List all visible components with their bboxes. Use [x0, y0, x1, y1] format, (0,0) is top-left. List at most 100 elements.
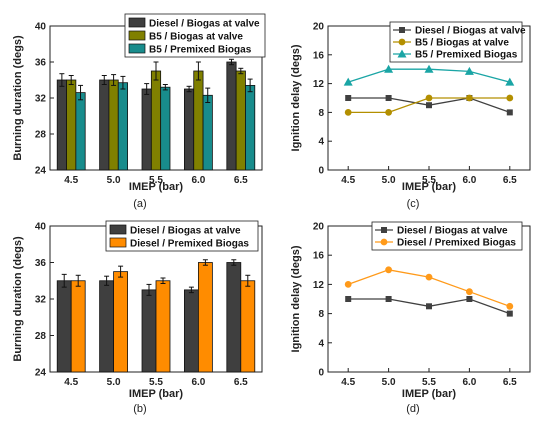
x-tick-label: 6.5 — [234, 175, 248, 186]
point-d-s1-2 — [425, 273, 433, 281]
legend-label: B5 / Premixed Biogas — [149, 45, 252, 56]
legend-label: B5 / Biogas at valve — [415, 38, 509, 49]
x-tick-label: 6.0 — [191, 377, 205, 388]
point-d-s1-0 — [344, 281, 352, 288]
chart-panel-a: 24 28 32 36 40 4.5 5.0 5.5 6.0 6.5 IMEP (bar) Burni… — [12, 13, 266, 210]
bar-a-s2-4 — [245, 85, 256, 171]
bar-a-s2-2 — [160, 86, 171, 171]
point-c-s2-3 — [464, 66, 474, 75]
legend-box — [124, 13, 266, 58]
point-c-s1-0 — [344, 109, 352, 116]
y-tick-label: 8 — [318, 309, 324, 320]
point-d-s0-1 — [385, 296, 392, 302]
legend-label: B5 / Biogas at valve — [149, 32, 243, 43]
legend-label: Diesel / Biogas at valve — [397, 226, 508, 237]
point-d-s0-3 — [466, 296, 473, 302]
x-tick-label: 5.0 — [107, 175, 121, 186]
bar-a-s1-2 — [150, 70, 162, 171]
x-axis-label: IMEP (bar) — [129, 388, 184, 400]
x-tick-label: 5.5 — [422, 175, 436, 186]
bar-b-s0-2 — [141, 289, 157, 373]
y-tick-label: 32 — [35, 295, 47, 306]
panel-label: (b) — [133, 403, 146, 415]
point-c-s0-4 — [506, 109, 513, 116]
x-tick-label: 5.0 — [382, 377, 396, 388]
y-tick-label: 0 — [318, 368, 324, 379]
legend-label: Diesel / Biogas at valve — [130, 226, 241, 237]
legend-box — [389, 21, 523, 63]
bar-a-s0-0 — [56, 79, 67, 171]
y-tick-label: 0 — [318, 166, 324, 177]
point-c-s0-2 — [426, 102, 432, 109]
bar-b-s1-4 — [240, 280, 256, 373]
bar-a-s2-1 — [117, 82, 128, 171]
x-tick-label: 6.5 — [503, 377, 517, 388]
legend-swatch — [128, 43, 146, 54]
point-c-s2-0 — [343, 77, 353, 86]
legend-box — [371, 221, 523, 251]
x-tick-label: 4.5 — [341, 377, 355, 388]
x-tick-label: 6.0 — [191, 175, 205, 186]
y-tick-label: 20 — [313, 222, 325, 233]
bar-a-s0-1 — [99, 79, 110, 171]
x-tick-label: 4.5 — [64, 175, 78, 186]
y-tick-label: 32 — [35, 94, 47, 105]
y-tick-label: 20 — [313, 22, 325, 33]
chart-panel-c: 0 4 8 12 16 20 4.5 5.0 5.5 6.0 6.5 IMEP (bar) Igniti… — [290, 21, 531, 210]
bar-a-s1-1 — [108, 79, 119, 171]
point-c-s1-2 — [425, 94, 433, 102]
y-axis-label: Ignition delay (degs) — [290, 245, 302, 352]
point-c-s1-4 — [506, 94, 514, 102]
y-tick-label: 8 — [318, 108, 324, 119]
point-c-s2-4 — [505, 77, 515, 86]
chart-panel-b: 24 28 32 36 40 4.5 5.0 5.5 6.0 6.5 IMEP (bar) Burni… — [12, 220, 263, 415]
y-axis-label: Ignition delay (degs) — [290, 44, 302, 151]
legend-label: Diesel / Biogas at valve — [149, 19, 260, 30]
legend-marker — [399, 27, 405, 33]
y-axis-label: Burning duration (degs) — [12, 35, 24, 161]
legend-marker — [380, 238, 388, 246]
legend-swatch — [128, 17, 146, 28]
legend-label: B5 / Premixed Biogas — [415, 50, 518, 61]
x-tick-label: 4.5 — [341, 175, 355, 186]
bar-a-s0-4 — [226, 61, 237, 171]
legend-swatch — [109, 237, 127, 248]
legend-label: Diesel / Premixed Biogas — [130, 239, 249, 250]
panel-label: (c) — [407, 198, 420, 210]
point-d-s0-4 — [506, 310, 513, 317]
bar-a-s1-0 — [66, 79, 77, 171]
point-c-s0-0 — [345, 95, 352, 101]
legend-label: Diesel / Premixed Biogas — [397, 238, 516, 249]
y-tick-label: 36 — [35, 258, 47, 269]
y-axis-label: Burning duration (degs) — [12, 236, 24, 362]
panel-label: (a) — [133, 198, 146, 210]
bar-b-s1-0 — [70, 280, 86, 373]
point-d-s1-4 — [506, 302, 514, 310]
x-tick-label: 6.0 — [462, 175, 476, 186]
bar-a-s0-3 — [184, 88, 195, 171]
panel-label: (d) — [406, 403, 419, 415]
y-tick-label: 24 — [35, 166, 47, 177]
bar-b-s0-3 — [184, 289, 199, 373]
legend-box — [105, 220, 259, 252]
y-tick-label: 24 — [35, 368, 47, 379]
y-tick-label: 16 — [313, 50, 325, 61]
legend-marker — [381, 227, 387, 233]
y-tick-label: 36 — [35, 58, 47, 69]
legend-swatch — [128, 30, 146, 41]
bar-a-s1-3 — [193, 70, 204, 171]
point-d-s1-3 — [466, 288, 473, 296]
y-tick-label: 28 — [35, 331, 47, 342]
bar-b-s0-1 — [99, 280, 115, 373]
point-d-s0-2 — [426, 303, 432, 310]
x-tick-label: 4.5 — [64, 377, 78, 388]
bar-b-s1-2 — [155, 280, 171, 373]
bar-a-s1-4 — [235, 70, 246, 171]
point-d-s1-1 — [385, 266, 392, 274]
x-tick-label: 5.0 — [382, 175, 396, 186]
x-tick-label: 6.5 — [503, 175, 517, 186]
legend-label: Diesel / Biogas at valve — [415, 26, 526, 37]
x-tick-label: 6.5 — [234, 377, 248, 388]
